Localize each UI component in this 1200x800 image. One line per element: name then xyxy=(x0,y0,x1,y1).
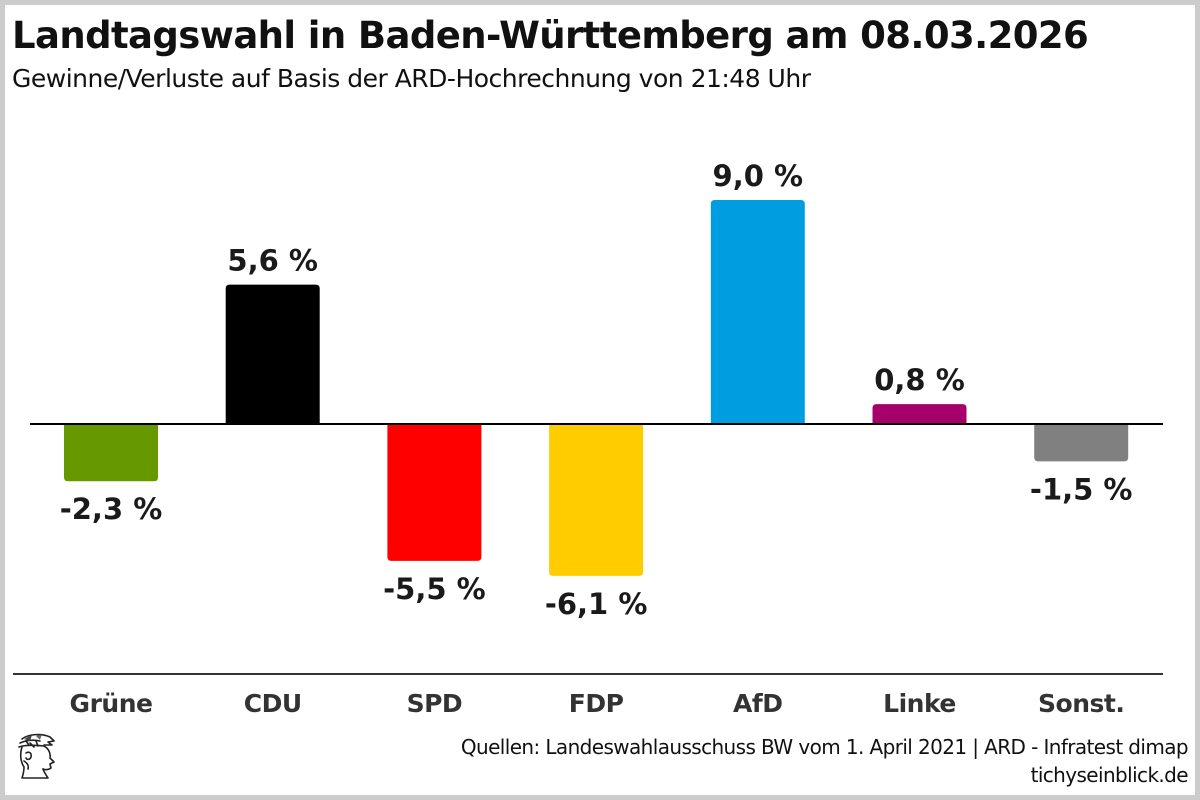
bar-cdu xyxy=(225,284,320,424)
category-label-sonst: Sonst. xyxy=(1038,689,1124,718)
bar-gr-ne xyxy=(64,424,158,482)
value-label-afd: 9,0 % xyxy=(713,159,804,193)
hermes-head-logo-icon xyxy=(10,731,62,781)
value-label-gr-ne: -2,3 % xyxy=(60,492,163,526)
value-label-sonst: -1,5 % xyxy=(1030,472,1133,506)
chart-subtitle: Gewinne/Verluste auf Basis der ARD-Hochr… xyxy=(12,64,811,93)
bar-spd xyxy=(387,424,482,561)
category-label-cdu: CDU xyxy=(244,689,302,718)
category-label-afd: AfD xyxy=(733,689,782,718)
category-label-gr-ne: Grüne xyxy=(70,689,153,718)
value-label-cdu: 5,6 % xyxy=(227,244,318,278)
value-label-fdp: -6,1 % xyxy=(545,587,648,621)
bar-linke xyxy=(872,404,967,424)
bars-group xyxy=(64,200,1129,576)
bar-sonst xyxy=(1034,424,1129,462)
source-note: Quellen: Landeswahlausschuss BW vom 1. A… xyxy=(460,735,1189,759)
bar-afd xyxy=(710,200,805,424)
chart-title: Landtagswahl in Baden-Württemberg am 08.… xyxy=(12,14,1089,57)
value-labels-group: -2,3 % 5,6 % -5,5 % -6,1 % 9,0 % 0,8 % -1,5 % xyxy=(60,159,1133,621)
category-labels-group: Grüne CDU SPD FDP AfD Linke Sonst. xyxy=(70,689,1125,718)
category-label-spd: SPD xyxy=(407,689,463,718)
bar-fdp xyxy=(549,424,644,576)
category-label-linke: Linke xyxy=(883,689,956,718)
category-label-fdp: FDP xyxy=(569,689,624,718)
site-credit: tichyseinblick.de xyxy=(1030,763,1189,787)
value-label-spd: -5,5 % xyxy=(383,572,486,606)
value-label-linke: 0,8 % xyxy=(874,363,965,397)
